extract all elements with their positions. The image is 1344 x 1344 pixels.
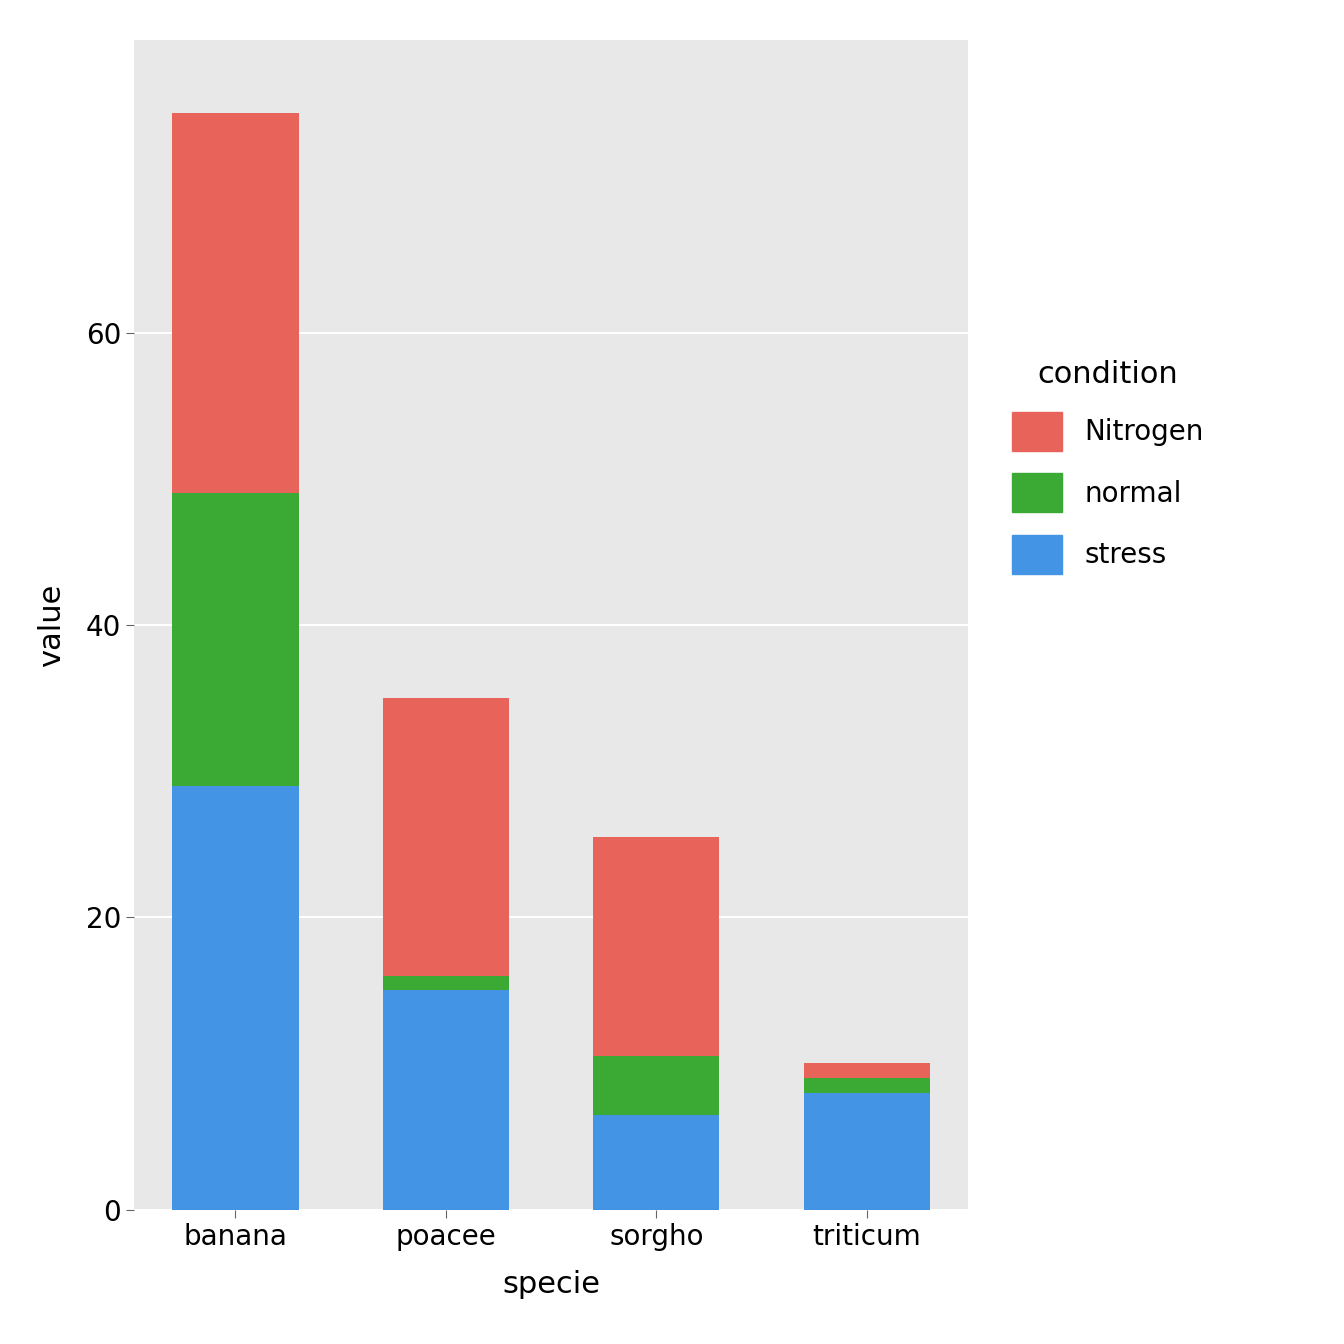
Bar — [383, 976, 509, 991]
Bar — [804, 1078, 930, 1093]
Bar — [172, 113, 298, 493]
Bar — [804, 1093, 930, 1210]
Y-axis label: value: value — [38, 583, 66, 667]
Bar — [593, 837, 719, 1056]
Bar — [593, 1114, 719, 1210]
Bar — [172, 786, 298, 1210]
Bar — [593, 1056, 719, 1114]
Legend: Nitrogen, normal, stress: Nitrogen, normal, stress — [999, 347, 1218, 587]
X-axis label: specie: specie — [503, 1270, 599, 1300]
Bar — [804, 1063, 930, 1078]
Bar — [383, 698, 509, 976]
Bar — [383, 991, 509, 1210]
Bar — [172, 493, 298, 786]
